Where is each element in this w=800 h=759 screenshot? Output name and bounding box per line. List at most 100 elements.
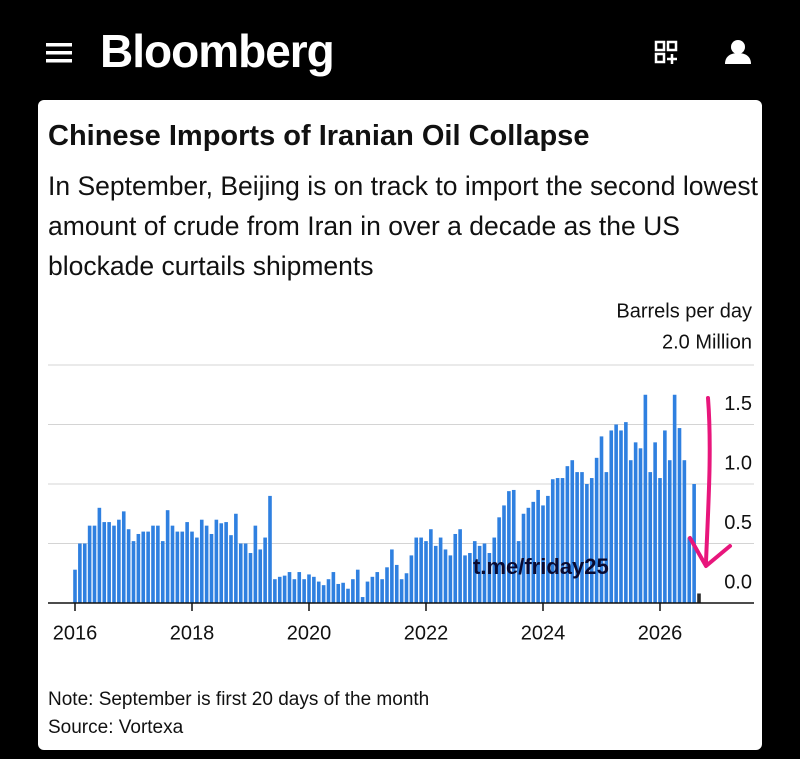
bar: [351, 579, 355, 603]
bar: [126, 529, 131, 603]
bar: [609, 430, 614, 603]
bar: [282, 575, 287, 603]
bar: [195, 537, 199, 603]
bar: [604, 472, 609, 603]
bar: [541, 505, 545, 603]
bar: [336, 583, 341, 603]
bar: [560, 478, 565, 603]
bar: [312, 576, 316, 603]
bar: [643, 394, 648, 603]
bar: [658, 478, 662, 603]
bar: [463, 555, 467, 603]
bar: [492, 537, 497, 603]
bar: [697, 593, 701, 603]
bar: [385, 567, 389, 603]
y-tick-label: 1.0: [724, 452, 752, 474]
bar: [370, 576, 375, 603]
bar: [667, 460, 672, 603]
menu-icon[interactable]: [46, 43, 72, 63]
bar: [248, 553, 253, 603]
y-tick-label: 2.0 Million: [662, 331, 752, 353]
bar: [682, 460, 687, 603]
bar: [580, 472, 584, 603]
bar: [599, 436, 604, 603]
bar: [507, 491, 511, 603]
bar: [438, 537, 443, 603]
bar: [175, 531, 180, 603]
x-tick-label: 2018: [170, 622, 215, 644]
bar: [424, 541, 428, 603]
bar: [458, 529, 462, 603]
bar: [136, 533, 141, 603]
bar: [360, 597, 365, 603]
note: Note: September is first 20 days of the …: [48, 689, 430, 710]
bar: [409, 555, 414, 603]
bar: [614, 424, 618, 603]
bar: [404, 573, 409, 603]
bar: [502, 505, 506, 603]
bar: [92, 525, 97, 603]
bar: [141, 531, 146, 603]
bar: [97, 507, 102, 603]
bar: [497, 517, 501, 603]
bar: [536, 489, 540, 603]
bar: [209, 533, 214, 603]
brand: Bloomberg: [100, 25, 335, 77]
bar: [570, 460, 575, 603]
arrow: [704, 396, 712, 564]
bar: [78, 543, 82, 603]
bar: [433, 545, 438, 603]
top-bar: Bloomberg: [0, 0, 800, 100]
bar: [375, 572, 380, 603]
account-icon[interactable]: [725, 40, 751, 64]
bar: [146, 531, 150, 603]
bar: [292, 579, 297, 603]
bar: [321, 585, 326, 603]
bar: [487, 553, 492, 603]
bar: [468, 553, 472, 603]
bar: [619, 430, 623, 603]
bar: [355, 569, 360, 603]
bar: [346, 588, 350, 603]
bar: [638, 448, 643, 603]
top-bar-icons: [46, 40, 751, 64]
bar: [214, 519, 219, 603]
bar: [394, 564, 399, 603]
bar: [121, 511, 126, 603]
bar: [180, 531, 185, 603]
bar: [87, 525, 92, 603]
bar: [302, 579, 306, 603]
bar: [550, 479, 555, 603]
bar: [663, 430, 667, 603]
arrow-head: [688, 536, 732, 568]
bar: [219, 523, 224, 603]
watermark: t.me/friday25: [473, 554, 609, 579]
bar: [429, 529, 433, 603]
bar: [160, 541, 165, 603]
bar: [399, 579, 404, 603]
bar: [102, 522, 107, 603]
bar: [165, 510, 170, 603]
qr-icon[interactable]: [654, 40, 678, 64]
x-tick-label: 2020: [287, 622, 332, 644]
bar: [687, 537, 692, 603]
bar: [268, 495, 272, 603]
bar: [594, 457, 599, 603]
bar: [453, 533, 458, 603]
x-tick-label: 2016: [53, 622, 98, 644]
bar: [131, 541, 136, 603]
bar: [151, 525, 155, 603]
source: Source: Vortexa: [48, 717, 184, 738]
bar: [234, 513, 238, 603]
x-tick-label: 2024: [521, 622, 566, 644]
bar: [258, 549, 263, 603]
bar: [585, 484, 589, 603]
bar: [555, 478, 560, 603]
bar: [82, 543, 87, 603]
bar: [419, 537, 423, 603]
bar: [316, 581, 321, 603]
bar: [326, 579, 331, 603]
y-tick-label: 1.5: [724, 393, 752, 415]
